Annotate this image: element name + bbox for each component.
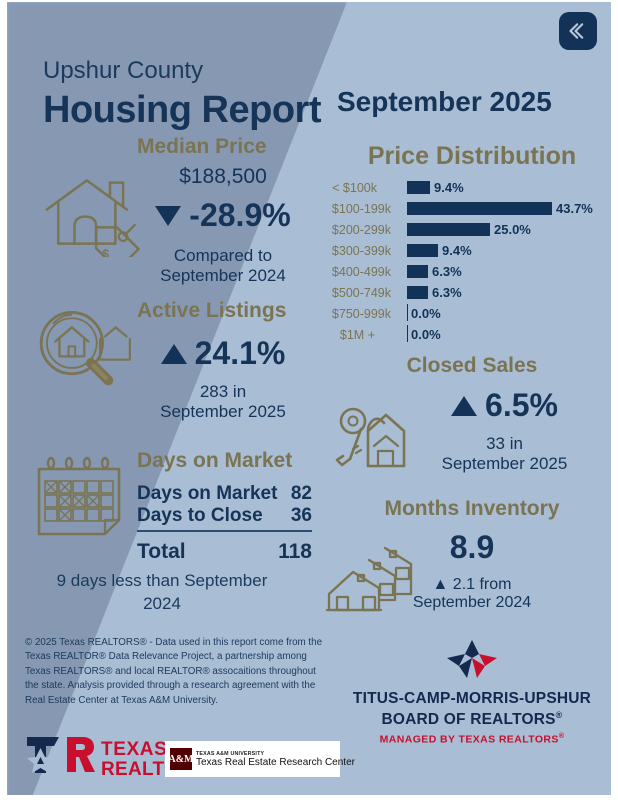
svg-text:$: $ [102, 247, 109, 257]
svg-text:TEXAS: TEXAS [101, 739, 167, 760]
